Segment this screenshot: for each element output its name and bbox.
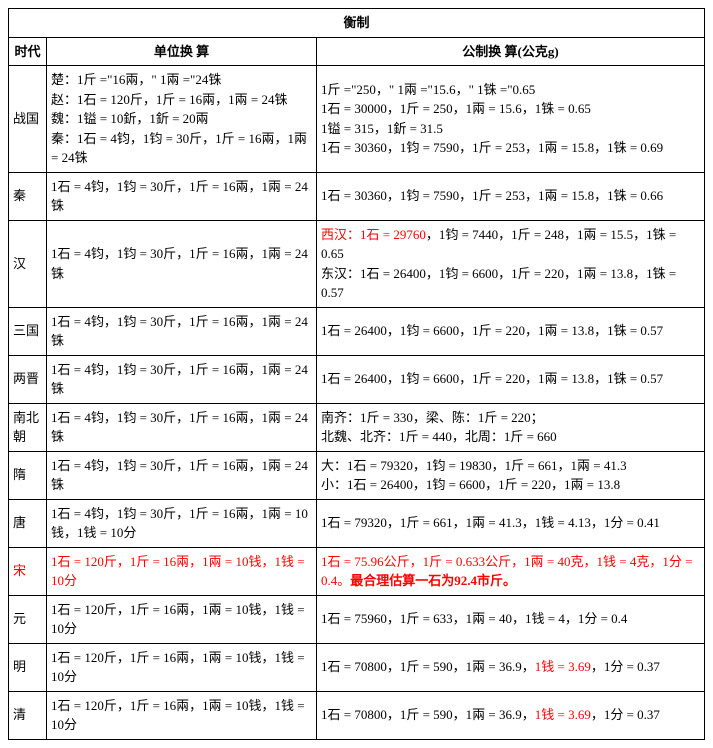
cell-era: 战国 xyxy=(9,66,47,173)
table-row: 两晋1石 = 4钧，1钧 = 30斤，1斤 = 16兩，1兩 = 24铢1石 =… xyxy=(9,355,705,403)
cell-metric: 1石 = 26400，1钧 = 6600，1斤 = 220，1兩 = 13.8，… xyxy=(317,307,705,355)
header-era: 时代 xyxy=(9,37,47,66)
cell-metric: 西汉：1石 = 29760，1钧 = 7440，1斤 = 248，1兩 = 15… xyxy=(317,220,705,307)
cell-era: 秦 xyxy=(9,172,47,220)
table-title: 衡制 xyxy=(9,9,705,38)
table-row: 清1石 = 120斤，1斤 = 16兩，1兩 = 10钱，1钱 = 10分1石 … xyxy=(9,691,705,739)
weight-system-table: 衡制 时代 单位换 算 公制换 算(公克g) 战国楚：1斤 ="16兩，" 1兩… xyxy=(8,8,705,740)
cell-unit: 1石 = 4钧，1钧 = 30斤，1斤 = 16兩，1兩 = 24铢 xyxy=(47,307,317,355)
table-row: 战国楚：1斤 ="16兩，" 1兩 ="24铢赵：1石 = 120斤，1斤 = … xyxy=(9,66,705,173)
cell-unit: 1石 = 4钧，1钧 = 30斤，1斤 = 16兩，1兩 = 24铢 xyxy=(47,403,317,451)
header-metric: 公制换 算(公克g) xyxy=(317,37,705,66)
cell-era: 隋 xyxy=(9,451,47,499)
cell-metric: 1石 = 30360，1钧 = 7590，1斤 = 253，1兩 = 15.8，… xyxy=(317,172,705,220)
cell-era: 南北朝 xyxy=(9,403,47,451)
cell-unit: 1石 = 120斤，1斤 = 16兩，1兩 = 10钱，1钱 = 10分 xyxy=(47,643,317,691)
table-header-row: 时代 单位换 算 公制换 算(公克g) xyxy=(9,37,705,66)
header-unit: 单位换 算 xyxy=(47,37,317,66)
cell-metric: 1斤 ="250，" 1兩 ="15.6，" 1铢 ="0.651石 = 300… xyxy=(317,66,705,173)
cell-metric: 1石 = 75.96公斤，1斤 = 0.633公斤，1兩 = 40克，1钱 = … xyxy=(317,547,705,595)
cell-era: 三国 xyxy=(9,307,47,355)
table-row: 宋1石 = 120斤，1斤 = 16兩，1兩 = 10钱，1钱 = 10分1石 … xyxy=(9,547,705,595)
cell-era: 明 xyxy=(9,643,47,691)
table-row: 三国1石 = 4钧，1钧 = 30斤，1斤 = 16兩，1兩 = 24铢1石 =… xyxy=(9,307,705,355)
cell-metric: 1石 = 79320，1斤 = 661，1兩 = 41.3，1钱 = 4.13，… xyxy=(317,499,705,547)
table-row: 南北朝1石 = 4钧，1钧 = 30斤，1斤 = 16兩，1兩 = 24铢南齐：… xyxy=(9,403,705,451)
cell-era: 清 xyxy=(9,691,47,739)
table-title-row: 衡制 xyxy=(9,9,705,38)
cell-unit: 1石 = 4钧，1钧 = 30斤，1斤 = 16兩，1兩 = 10钱，1钱 = … xyxy=(47,499,317,547)
table-row: 秦1石 = 4钧，1钧 = 30斤，1斤 = 16兩，1兩 = 24铢1石 = … xyxy=(9,172,705,220)
cell-unit: 1石 = 4钧，1钧 = 30斤，1斤 = 16兩，1兩 = 24铢 xyxy=(47,220,317,307)
cell-unit: 1石 = 120斤，1斤 = 16兩，1兩 = 10钱，1钱 = 10分 xyxy=(47,547,317,595)
cell-era: 宋 xyxy=(9,547,47,595)
table-row: 明1石 = 120斤，1斤 = 16兩，1兩 = 10钱，1钱 = 10分1石 … xyxy=(9,643,705,691)
cell-era: 汉 xyxy=(9,220,47,307)
cell-metric: 1石 = 70800，1斤 = 590，1兩 = 36.9，1钱 = 3.69，… xyxy=(317,691,705,739)
cell-unit: 1石 = 120斤，1斤 = 16兩，1兩 = 10钱，1钱 = 10分 xyxy=(47,691,317,739)
cell-era: 元 xyxy=(9,595,47,643)
cell-metric: 大：1石 = 79320，1钧 = 19830，1斤 = 661，1兩 = 41… xyxy=(317,451,705,499)
table-row: 元1石 = 120斤，1斤 = 16兩，1兩 = 10钱，1钱 = 10分1石 … xyxy=(9,595,705,643)
cell-unit: 1石 = 120斤，1斤 = 16兩，1兩 = 10钱，1钱 = 10分 xyxy=(47,595,317,643)
table-body: 战国楚：1斤 ="16兩，" 1兩 ="24铢赵：1石 = 120斤，1斤 = … xyxy=(9,66,705,740)
cell-metric: 南齐：1斤 = 330，梁、陈：1斤 = 220；北魏、北齐：1斤 = 440，… xyxy=(317,403,705,451)
cell-unit: 楚：1斤 ="16兩，" 1兩 ="24铢赵：1石 = 120斤，1斤 = 16… xyxy=(47,66,317,173)
cell-unit: 1石 = 4钧，1钧 = 30斤，1斤 = 16兩，1兩 = 24铢 xyxy=(47,451,317,499)
cell-unit: 1石 = 4钧，1钧 = 30斤，1斤 = 16兩，1兩 = 24铢 xyxy=(47,172,317,220)
cell-era: 唐 xyxy=(9,499,47,547)
cell-metric: 1石 = 75960，1斤 = 633，1兩 = 40，1钱 = 4，1分 = … xyxy=(317,595,705,643)
cell-metric: 1石 = 26400，1钧 = 6600，1斤 = 220，1兩 = 13.8，… xyxy=(317,355,705,403)
cell-metric: 1石 = 70800，1斤 = 590，1兩 = 36.9，1钱 = 3.69，… xyxy=(317,643,705,691)
cell-era: 两晋 xyxy=(9,355,47,403)
table-row: 唐1石 = 4钧，1钧 = 30斤，1斤 = 16兩，1兩 = 10钱，1钱 =… xyxy=(9,499,705,547)
table-row: 汉1石 = 4钧，1钧 = 30斤，1斤 = 16兩，1兩 = 24铢西汉：1石… xyxy=(9,220,705,307)
table-row: 隋1石 = 4钧，1钧 = 30斤，1斤 = 16兩，1兩 = 24铢大：1石 … xyxy=(9,451,705,499)
cell-unit: 1石 = 4钧，1钧 = 30斤，1斤 = 16兩，1兩 = 24铢 xyxy=(47,355,317,403)
